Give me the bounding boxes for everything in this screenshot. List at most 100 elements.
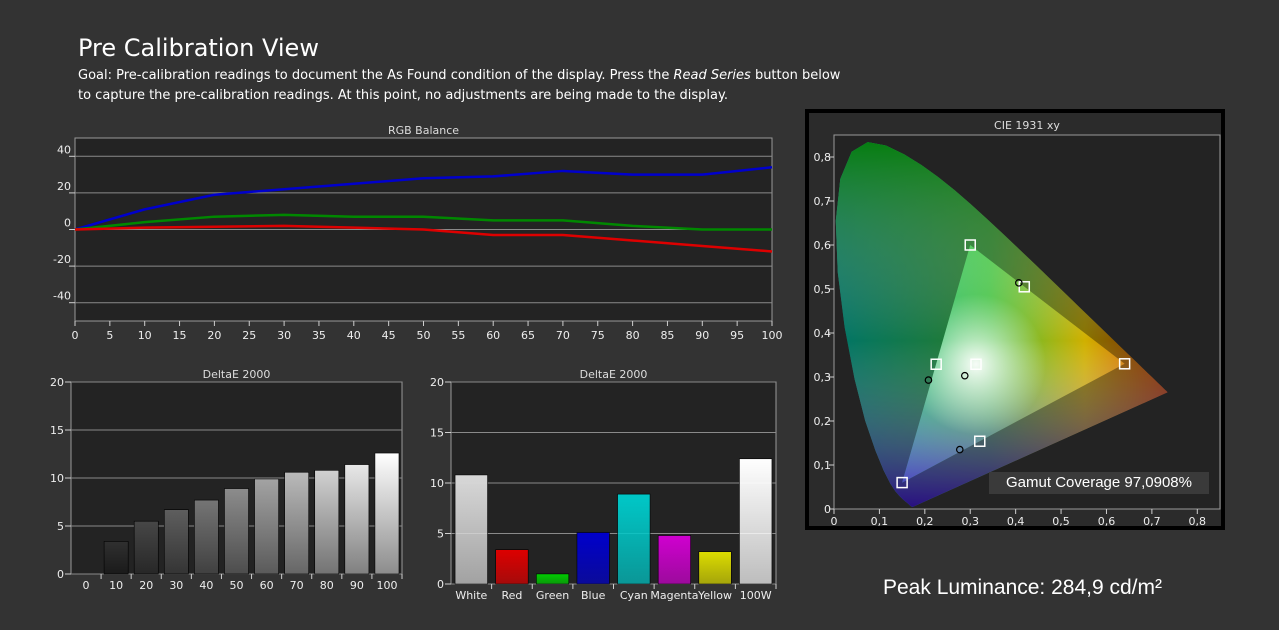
y-tick-label: 20	[57, 180, 71, 193]
x-tick-label: 20	[207, 329, 221, 342]
y-tick-label: 10	[50, 472, 64, 485]
bar-100W	[739, 458, 773, 585]
y-tick-label: 40	[57, 143, 71, 156]
bar-Magenta	[657, 535, 691, 585]
bar-30	[163, 509, 189, 575]
x-tick-label: 0,2	[916, 515, 934, 526]
x-tick-label: 60	[260, 579, 274, 592]
x-tick-label: 50	[417, 329, 431, 342]
bar-90	[344, 464, 370, 575]
bar-White	[454, 474, 488, 585]
x-tick-label: 35	[312, 329, 326, 342]
x-tick-label: Green	[536, 589, 569, 602]
bar-Yellow	[698, 551, 732, 585]
y-tick-label: 0,2	[814, 415, 832, 428]
x-tick-label: 80	[626, 329, 640, 342]
y-tick-label: 15	[430, 427, 444, 440]
cie-1931-chart: CIE 1931 xy 0 0,1 0,2 0,3 0,4 0,5 0,6 0,7 0,8 0 0,1…	[814, 119, 1221, 526]
x-tick-label: 40	[199, 579, 213, 592]
goal-text-prefix: Goal: Pre-calibration readings to docume…	[78, 68, 674, 83]
peak-luminance-label: Peak Luminance: 284,9 cd/m²	[883, 576, 1162, 599]
deltae-colors-chart: DeltaE 2000 0 5 10 15 20 White Red Green Blue Cyan…	[430, 368, 777, 602]
x-tick-label: 40	[347, 329, 361, 342]
bar-100	[374, 452, 400, 575]
x-tick-label: 70	[556, 329, 570, 342]
target-green	[964, 239, 976, 251]
x-tick-label: 80	[320, 579, 334, 592]
x-tick-label: 0	[831, 515, 838, 526]
measured-yellow	[1015, 279, 1023, 287]
y-tick-label: 0	[57, 568, 64, 581]
y-tick-label: 0,4	[814, 327, 832, 340]
chart-title: CIE 1931 xy	[994, 119, 1060, 132]
y-tick-label: 20	[430, 376, 444, 389]
y-tick-label: 0,6	[814, 239, 832, 252]
target-white	[970, 358, 982, 370]
y-tick-label: 0,7	[814, 195, 832, 208]
x-tick-label: 65	[521, 329, 535, 342]
x-tick-label: 25	[242, 329, 256, 342]
y-tick-label: 10	[430, 477, 444, 490]
bar-60	[254, 478, 279, 575]
x-tick-label: 0,3	[961, 515, 979, 526]
x-tick-label: 0,8	[1189, 515, 1207, 526]
x-tick-label: 90	[350, 579, 364, 592]
target-blue	[896, 476, 908, 489]
measured-magenta	[955, 445, 964, 454]
x-tick-label: 30	[169, 579, 183, 592]
x-tick-label: Red	[501, 589, 522, 602]
x-tick-label: Magenta	[650, 589, 698, 602]
x-tick-label: 60	[486, 329, 500, 342]
x-tick-label: Yellow	[697, 589, 732, 602]
bar-Green	[536, 573, 570, 585]
y-tick-label: 5	[57, 520, 64, 533]
x-tick-label: Blue	[581, 589, 606, 602]
y-tick-label: 15	[50, 424, 64, 437]
y-tick-label: 0,8	[814, 151, 832, 164]
y-tick-label: 0	[824, 503, 831, 516]
x-tick-label: 10	[138, 329, 152, 342]
y-tick-label: 0,1	[814, 459, 832, 472]
x-tick-label: 85	[660, 329, 674, 342]
x-tick-label: 10	[109, 579, 123, 592]
y-tick-label: -40	[53, 290, 71, 303]
bar-Blue	[576, 532, 610, 585]
page-title: Pre Calibration View	[78, 34, 319, 62]
y-tick-label: 0,5	[814, 283, 832, 296]
x-tick-label: 0	[72, 329, 79, 342]
measured-white	[960, 371, 969, 380]
y-tick-label: 20	[50, 376, 64, 389]
x-tick-label: 0,7	[1143, 515, 1161, 526]
x-tick-label: 0,6	[1098, 515, 1116, 526]
chart-title: RGB Balance	[388, 124, 459, 137]
x-tick-label: 75	[591, 329, 605, 342]
chart-title: DeltaE 2000	[203, 368, 271, 381]
x-tick-label: Cyan	[620, 589, 648, 602]
bar-40	[194, 499, 219, 575]
x-tick-label: 100	[376, 579, 397, 592]
target-red	[1118, 358, 1131, 370]
bar-70	[284, 471, 310, 575]
y-tick-label: 0,3	[814, 371, 832, 384]
x-tick-label: 5	[106, 329, 113, 342]
bar-Cyan	[617, 493, 651, 585]
x-tick-label: 0	[83, 579, 90, 592]
x-tick-label: 15	[173, 329, 187, 342]
x-tick-label: 90	[695, 329, 709, 342]
x-tick-label: 0,4	[1007, 515, 1025, 526]
x-tick-label: 95	[730, 329, 744, 342]
bar-50	[224, 488, 249, 575]
x-tick-label: 50	[230, 579, 244, 592]
x-tick-label: 55	[451, 329, 465, 342]
target-yellow	[1018, 281, 1031, 293]
series-line-0	[74, 166, 773, 231]
goal-description: Goal: Pre-calibration readings to docume…	[78, 66, 848, 106]
x-tick-label: 0,1	[871, 515, 889, 526]
x-tick-label: 20	[139, 579, 153, 592]
deltae-grayscale-chart: DeltaE 2000 0 5 10 15 20 0 10 20 30 40 50 60 70 80 90 10…	[50, 368, 403, 592]
y-tick-label: 5	[437, 528, 444, 541]
rgb-balance-chart: RGB Balance -40 -20 0 20 40 0 5 10 15 20 25 30 35 40 45…	[53, 124, 782, 342]
x-tick-label: 70	[290, 579, 304, 592]
x-tick-label: White	[455, 589, 487, 602]
x-tick-label: 100W	[740, 589, 772, 602]
